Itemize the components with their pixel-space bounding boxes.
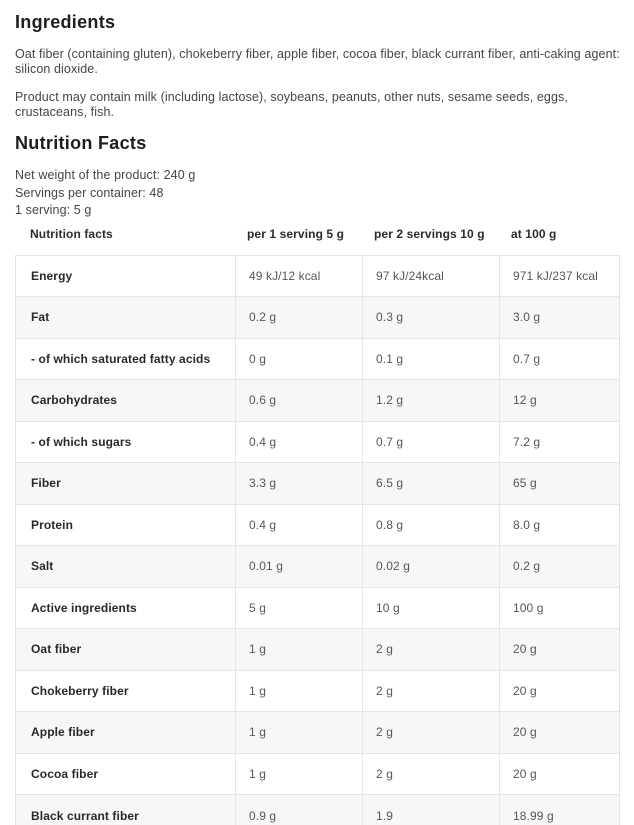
row-value: 20 g	[499, 753, 619, 794]
row-value: 18.99 g	[499, 795, 619, 825]
row-value: 0.7 g	[499, 338, 619, 379]
row-value: 2 g	[362, 670, 499, 711]
serving-size-line: 1 serving: 5 g	[15, 203, 92, 217]
row-value: 5 g	[235, 587, 362, 628]
row-value: 0.3 g	[362, 297, 499, 338]
row-label: Fat	[31, 310, 50, 325]
row-value: 0.9 g	[235, 795, 362, 825]
serving-info-block: Net weight of the product: 240 g Serving…	[15, 167, 620, 220]
row-value: 0.01 g	[235, 546, 362, 587]
column-header-nutrition-facts: Nutrition facts	[30, 226, 113, 241]
column-header-per-2-servings: per 2 servings 10 g	[374, 226, 485, 241]
row-label: Cocoa fiber	[31, 766, 99, 781]
table-row: - of which saturated fatty acids 0 g 0.1 g…	[16, 338, 619, 380]
ingredients-text: Oat fiber (containing gluten), chokeberr…	[15, 47, 620, 76]
row-label: - of which sugars	[31, 434, 132, 449]
row-value: 0.2 g	[499, 546, 619, 587]
row-value: 3.0 g	[499, 297, 619, 338]
row-label: Apple fiber	[31, 725, 95, 740]
row-value: 1 g	[235, 670, 362, 711]
row-value: 1.9	[362, 795, 499, 825]
row-label: Protein	[31, 517, 74, 532]
table-row: - of which sugars 0.4 g 0.7 g 7.2 g	[16, 421, 619, 463]
net-weight-line: Net weight of the product: 240 g	[15, 168, 196, 182]
row-value: 2 g	[362, 712, 499, 753]
row-value: 20 g	[499, 670, 619, 711]
row-value: 65 g	[499, 463, 619, 504]
row-value: 0.7 g	[362, 421, 499, 462]
row-value: 3.3 g	[235, 463, 362, 504]
table-row: Carbohydrates 0.6 g 1.2 g 12 g	[16, 380, 619, 422]
row-value: 0.6 g	[235, 380, 362, 421]
ingredients-title: Ingredients	[15, 12, 116, 32]
row-label: Fiber	[31, 476, 61, 491]
row-label: - of which saturated fatty acids	[31, 351, 211, 366]
row-label: Carbohydrates	[31, 393, 117, 408]
row-label: Black currant fiber	[31, 808, 139, 823]
row-value: 0 g	[235, 338, 362, 379]
table-row: Active ingredients 5 g 10 g 100 g	[16, 587, 619, 629]
row-value: 20 g	[499, 629, 619, 670]
nutrition-facts-title: Nutrition Facts	[15, 133, 147, 153]
row-value: 1 g	[235, 712, 362, 753]
nutrition-table-header-row: Nutrition facts per 1 serving 5 g per 2 …	[15, 226, 620, 242]
row-value: 2 g	[362, 629, 499, 670]
row-value: 1 g	[235, 629, 362, 670]
row-value: 0.4 g	[235, 504, 362, 545]
row-value: 1.2 g	[362, 380, 499, 421]
row-label: Oat fiber	[31, 642, 82, 657]
table-row: Salt 0.01 g 0.02 g 0.2 g	[16, 546, 619, 588]
row-label: Energy	[31, 268, 73, 283]
row-label: Chokeberry fiber	[31, 683, 129, 698]
table-row: Fat 0.2 g 0.3 g 3.0 g	[16, 297, 619, 339]
column-header-at-100g: at 100 g	[511, 226, 557, 241]
row-label: Salt	[31, 559, 54, 574]
row-value: 1 g	[235, 753, 362, 794]
row-value: 0.2 g	[235, 297, 362, 338]
row-value: 0.1 g	[362, 338, 499, 379]
row-value: 12 g	[499, 380, 619, 421]
allergen-text: Product may contain milk (including lact…	[15, 90, 568, 119]
row-value: 97 kJ/24kcal	[362, 255, 499, 296]
row-value: 8.0 g	[499, 504, 619, 545]
row-value: 971 kJ/237 kcal	[499, 255, 619, 296]
row-value: 0.4 g	[235, 421, 362, 462]
row-value: 20 g	[499, 712, 619, 753]
row-value: 6.5 g	[362, 463, 499, 504]
table-row: Black currant fiber 0.9 g 1.9 18.99 g	[16, 795, 619, 825]
row-value: 0.02 g	[362, 546, 499, 587]
table-row: Fiber 3.3 g 6.5 g 65 g	[16, 463, 619, 505]
row-value: 100 g	[499, 587, 619, 628]
nutrition-facts-table: Energy 49 kJ/12 kcal 97 kJ/24kcal 971 kJ/23…	[15, 254, 620, 825]
column-header-per-1-serving: per 1 serving 5 g	[247, 226, 345, 241]
servings-per-container-line: Servings per container: 48	[15, 185, 164, 200]
row-value: 7.2 g	[499, 421, 619, 462]
table-row: Protein 0.4 g 0.8 g 8.0 g	[16, 504, 619, 546]
row-value: 49 kJ/12 kcal	[235, 255, 362, 296]
row-label: Active ingredients	[31, 600, 137, 615]
row-value: 2 g	[362, 753, 499, 794]
table-row: Energy 49 kJ/12 kcal 97 kJ/24kcal 971 kJ/23…	[16, 255, 619, 297]
row-value: 0.8 g	[362, 504, 499, 545]
row-value: 10 g	[362, 587, 499, 628]
